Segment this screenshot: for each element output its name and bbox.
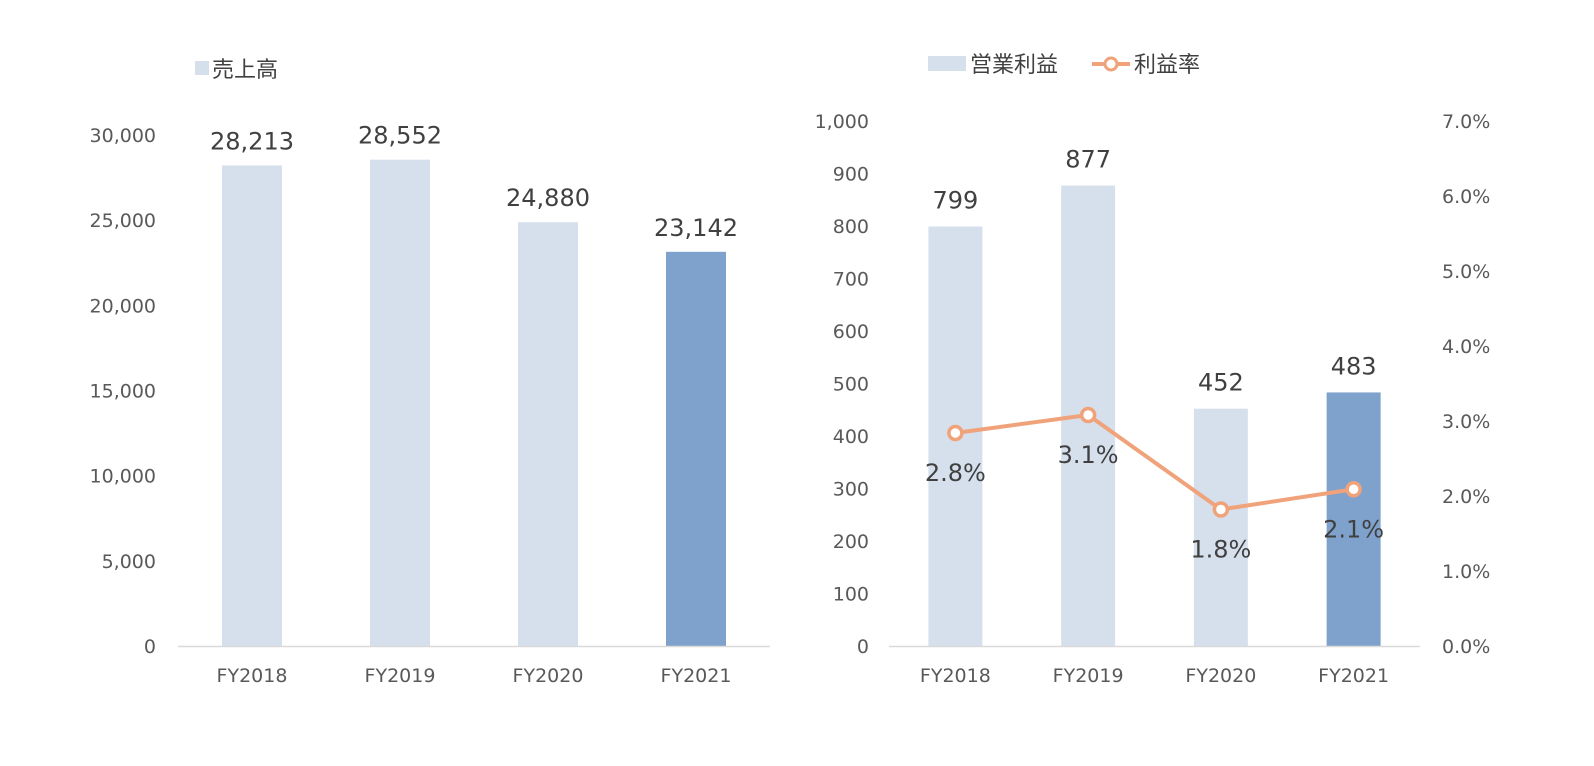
legend-swatch-marker — [1103, 56, 1119, 72]
legend-swatch-sales — [195, 61, 209, 75]
y-right-tick-label: 5.0% — [1442, 261, 1490, 283]
x-tick-label: FY2018 — [217, 665, 288, 687]
legend-label-profit-margin: 利益率 — [1134, 53, 1200, 78]
y-left-tick-label: 700 — [833, 269, 869, 291]
y-tick-label: 0 — [144, 636, 156, 658]
y-right-tick-label: 3.0% — [1442, 411, 1490, 433]
x-tick-label: FY2019 — [365, 665, 436, 687]
y-right-tick-label: 7.0% — [1442, 111, 1490, 133]
data-label: 799 — [932, 187, 978, 215]
line-data-label: 1.8% — [1190, 536, 1251, 564]
y-tick-label: 5,000 — [102, 551, 156, 573]
y-left-tick-label: 500 — [833, 374, 869, 396]
legend-swatch-operating-profit — [928, 56, 966, 71]
line-data-label: 2.8% — [925, 459, 986, 487]
data-label: 877 — [1065, 146, 1111, 174]
x-tick-label: FY2020 — [1185, 665, 1256, 687]
y-tick-label: 25,000 — [90, 210, 156, 232]
legend-label-operating-profit: 営業利益 — [970, 53, 1058, 78]
y-left-tick-label: 200 — [833, 531, 869, 553]
profit-margin-line — [955, 413, 1354, 512]
y-left-tick-label: 400 — [833, 426, 869, 448]
bar-FY2020 — [1193, 408, 1248, 646]
legend-label-sales: 売上高 — [212, 58, 278, 83]
y-left-tick-label: 600 — [833, 321, 869, 343]
data-label: 24,880 — [506, 184, 590, 212]
y-right-tick-label: 2.0% — [1442, 486, 1490, 508]
bar-FY2018 — [222, 165, 282, 646]
y-right-tick-label: 0.0% — [1442, 636, 1490, 658]
y-left-tick-label: 300 — [833, 479, 869, 501]
x-tick-label: FY2018 — [920, 665, 991, 687]
y-right-tick-label: 4.0% — [1442, 336, 1490, 358]
line-point-FY2020 — [1212, 501, 1230, 518]
y-left-tick-label: 100 — [833, 584, 869, 606]
y-left-tick-label: 0 — [857, 636, 869, 658]
x-tick-label: FY2021 — [661, 665, 732, 687]
x-tick-label: FY2019 — [1053, 665, 1124, 687]
y-left-tick-label: 800 — [833, 216, 869, 238]
y-left-tick-label: 1,000 — [815, 111, 869, 133]
y-tick-label: 20,000 — [90, 295, 156, 317]
y-right-tick-label: 1.0% — [1442, 561, 1490, 583]
line-data-label: 3.1% — [1058, 441, 1119, 469]
data-label: 28,552 — [358, 122, 442, 150]
data-label: 28,213 — [210, 127, 294, 155]
data-label: 483 — [1331, 352, 1377, 380]
y-tick-label: 15,000 — [90, 381, 156, 403]
line-data-label: 2.1% — [1323, 515, 1384, 543]
y-left-tick-label: 900 — [833, 164, 869, 186]
bar-FY2021 — [1326, 392, 1381, 646]
line-point-FY2021 — [1345, 481, 1362, 498]
y-tick-label: 10,000 — [90, 466, 156, 488]
bar-FY2021 — [666, 251, 726, 646]
y-right-tick-label: 6.0% — [1442, 186, 1490, 208]
line-point-FY2018 — [947, 424, 964, 442]
line-point-FY2019 — [1079, 406, 1097, 424]
y-tick-label: 30,000 — [90, 125, 156, 147]
x-tick-label: FY2021 — [1318, 665, 1389, 687]
x-tick-label: FY2020 — [513, 665, 584, 687]
bar-FY2019 — [370, 159, 430, 647]
data-label: 452 — [1198, 369, 1244, 397]
bar-FY2020 — [518, 222, 578, 646]
data-label: 23,142 — [654, 214, 738, 242]
